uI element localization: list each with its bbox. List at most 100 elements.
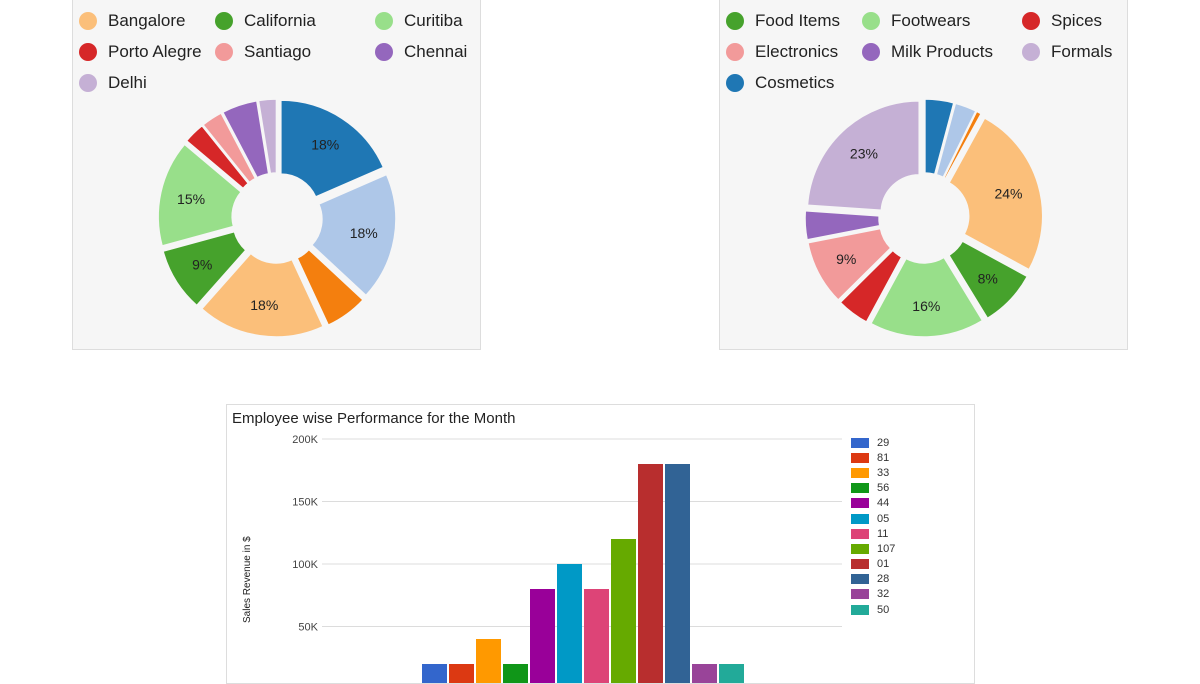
pie-slice-7[interactable]	[201, 111, 257, 184]
legend-swatch	[851, 574, 869, 585]
legend-dot	[1022, 43, 1040, 61]
legend-item-california[interactable]: California	[215, 11, 316, 31]
bar-legend-item[interactable]: 01	[851, 557, 895, 572]
pie-slice-8[interactable]	[804, 209, 881, 241]
bar-legend-item[interactable]: 32	[851, 587, 895, 602]
legend-item-footwears[interactable]: Footwears	[862, 11, 970, 31]
pie-slice-0[interactable]	[924, 98, 955, 176]
legend-label: 44	[877, 497, 890, 510]
bar-81[interactable]	[449, 664, 474, 684]
pie-slice-6[interactable]	[185, 124, 250, 190]
legend-dot	[1022, 12, 1040, 30]
bar-05[interactable]	[557, 564, 582, 684]
category-pie-panel: Food Items Footwears Spices Electronics …	[719, 0, 1128, 350]
legend-swatch	[851, 589, 869, 600]
legend-label: Curitiba	[404, 11, 463, 30]
city-pie-panel: Bangalore California Curitiba Porto Aleg…	[72, 0, 481, 350]
pie-slice-5[interactable]	[869, 256, 984, 338]
pie-slice-4[interactable]	[947, 240, 1029, 320]
legend-label: Electronics	[755, 42, 839, 61]
bar-32[interactable]	[692, 664, 717, 684]
legend-item-spices[interactable]: Spices	[1022, 11, 1102, 31]
legend-item-milk-products[interactable]: Milk Products	[862, 42, 993, 62]
chart-title: Employee wise Performance for the Month	[232, 410, 516, 427]
bar-legend-item[interactable]: 05	[851, 511, 895, 526]
slice-label: 18%	[250, 297, 278, 313]
pie-slice-3[interactable]	[948, 116, 1044, 271]
legend-label: 81	[877, 451, 890, 464]
bar-50[interactable]	[719, 664, 744, 684]
legend-label: Footwears	[891, 11, 971, 30]
pie-slice-4[interactable]	[162, 230, 247, 307]
city-legend: Bangalore California Curitiba Porto Aleg…	[73, 0, 482, 109]
legend-item-bangalore[interactable]: Bangalore	[79, 11, 186, 31]
bar-legend-item[interactable]: 11	[851, 526, 895, 541]
legend-label: 56	[877, 482, 890, 495]
bar-107[interactable]	[611, 539, 636, 684]
bar-28[interactable]	[665, 464, 690, 684]
legend-item-delhi[interactable]: Delhi	[79, 73, 147, 93]
legend-item-electronics[interactable]: Electronics	[726, 42, 838, 62]
legend-label: 50	[877, 603, 890, 616]
bar-56[interactable]	[503, 664, 528, 684]
bar-legend-item[interactable]: 29	[851, 435, 895, 450]
bar-01[interactable]	[638, 464, 663, 684]
legend-dot	[375, 12, 393, 30]
legend-swatch	[851, 498, 869, 509]
pie-slice-8[interactable]	[221, 99, 270, 179]
bar-legend-item[interactable]: 56	[851, 481, 895, 496]
legend-swatch	[851, 604, 869, 615]
pie-slice-9[interactable]	[806, 100, 920, 212]
slice-label: 15%	[177, 191, 205, 207]
pie-slice-5[interactable]	[157, 143, 243, 247]
legend-item-food-items[interactable]: Food Items	[726, 11, 840, 31]
legend-label: Bangalore	[108, 11, 186, 30]
legend-item-chennai[interactable]: Chennai	[375, 42, 467, 62]
legend-dot	[862, 43, 880, 61]
bar-legend-item[interactable]: 50	[851, 602, 895, 617]
pie-slice-9[interactable]	[257, 98, 278, 175]
pie-slice-1[interactable]	[310, 173, 397, 297]
pie-slice-2[interactable]	[943, 110, 983, 180]
pie-slice-2[interactable]	[296, 248, 365, 327]
legend-item-santiago[interactable]: Santiago	[215, 42, 311, 62]
pie-slice-6[interactable]	[839, 249, 903, 324]
legend-label: Formals	[1051, 42, 1113, 61]
legend-swatch	[851, 467, 869, 478]
legend-item-formals[interactable]: Formals	[1022, 42, 1112, 62]
y-tick-label: 150K	[292, 497, 318, 509]
legend-dot	[79, 74, 97, 92]
city-donut-chart: 18% 18% 18% 9% 15%	[157, 98, 397, 338]
bar-29[interactable]	[422, 664, 447, 684]
legend-label: Food Items	[755, 11, 841, 30]
legend-item-cosmetics[interactable]: Cosmetics	[726, 73, 834, 93]
pie-slice-1[interactable]	[935, 102, 977, 179]
bar-legend-item[interactable]: 28	[851, 572, 895, 587]
pie-slice-0[interactable]	[280, 99, 385, 198]
pie-slice-3[interactable]	[200, 252, 325, 338]
slice-label: 9%	[192, 256, 212, 272]
legend-dot	[215, 12, 233, 30]
legend-dot	[79, 12, 97, 30]
category-legend: Food Items Footwears Spices Electronics …	[720, 0, 1129, 109]
legend-item-porto-alegre[interactable]: Porto Alegre	[79, 42, 202, 62]
bar-33[interactable]	[476, 639, 501, 684]
legend-label: California	[244, 11, 316, 30]
slice-label: 9%	[836, 251, 856, 267]
bar-legend-item[interactable]: 33	[851, 465, 895, 480]
pie-slice-7[interactable]	[807, 227, 892, 302]
bar-legend-item[interactable]: 107	[851, 541, 895, 556]
legend-label: 28	[877, 573, 890, 586]
legend-label: Santiago	[244, 42, 312, 61]
slice-label: 24%	[994, 185, 1022, 201]
bar-legend: 29 81 33 56 44 05 11 107 01 28 32 50	[851, 435, 895, 617]
legend-item-curitiba[interactable]: Curitiba	[375, 11, 463, 31]
legend-dot	[215, 43, 233, 61]
bar-44[interactable]	[530, 589, 555, 684]
bar-legend-item[interactable]: 81	[851, 450, 895, 465]
legend-swatch	[851, 528, 869, 539]
legend-label: Milk Products	[891, 42, 994, 61]
bar-11[interactable]	[584, 589, 609, 684]
bar-legend-item[interactable]: 44	[851, 496, 895, 511]
legend-dot	[726, 12, 744, 30]
